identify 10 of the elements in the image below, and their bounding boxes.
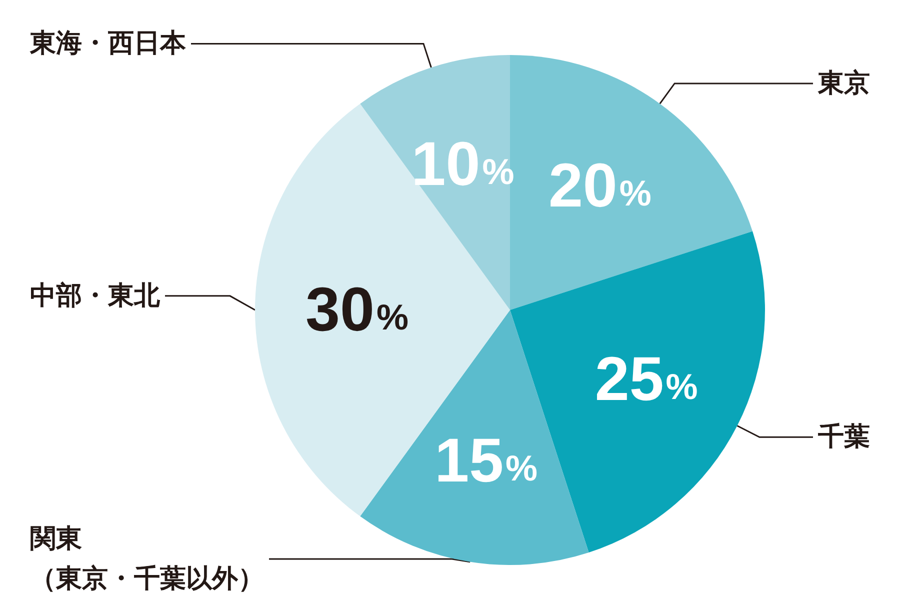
data-label: 30% — [306, 276, 408, 344]
slice-label: 関東（東京・千葉以外） — [30, 524, 264, 594]
slice-label: 東京 — [817, 68, 870, 98]
slice-label: 中部・東北 — [30, 280, 161, 311]
data-label: 20% — [548, 152, 652, 221]
slice-label: 東海・西日本 — [29, 28, 187, 59]
data-label: 15% — [434, 426, 538, 496]
slice-label: 千葉 — [817, 422, 870, 452]
data-label: 10% — [411, 130, 514, 199]
data-label: 25% — [594, 344, 698, 414]
